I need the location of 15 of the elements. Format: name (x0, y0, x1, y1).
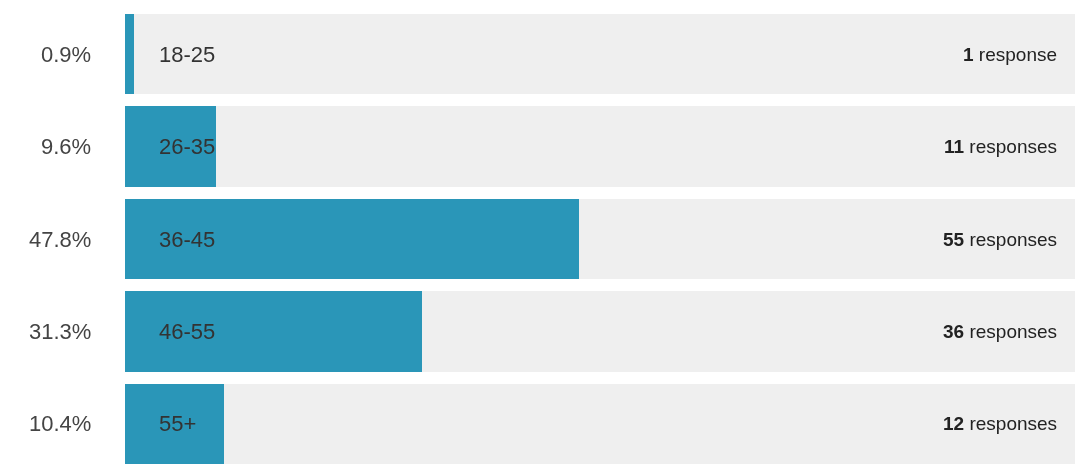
annotation: 12 responses (943, 413, 1058, 434)
data-label: 0.9% (41, 42, 92, 67)
y-tick-label: 46-55 (159, 319, 216, 344)
data-label: 31.3% (29, 319, 92, 344)
data-label: 47.8% (29, 227, 92, 252)
y-tick-label: 26-35 (159, 134, 216, 159)
y-tick-label: 36-45 (159, 227, 216, 252)
annotation: 1 response (963, 44, 1058, 65)
annotation: 11 responses (944, 136, 1058, 157)
data-label: 9.6% (41, 134, 92, 159)
annotation: 36 responses (943, 321, 1058, 342)
y-tick-label: 18-25 (159, 42, 216, 67)
data-label: 10.4% (29, 411, 92, 436)
annotation: 55 responses (943, 229, 1058, 250)
y-tick-label: 55+ (159, 411, 197, 436)
